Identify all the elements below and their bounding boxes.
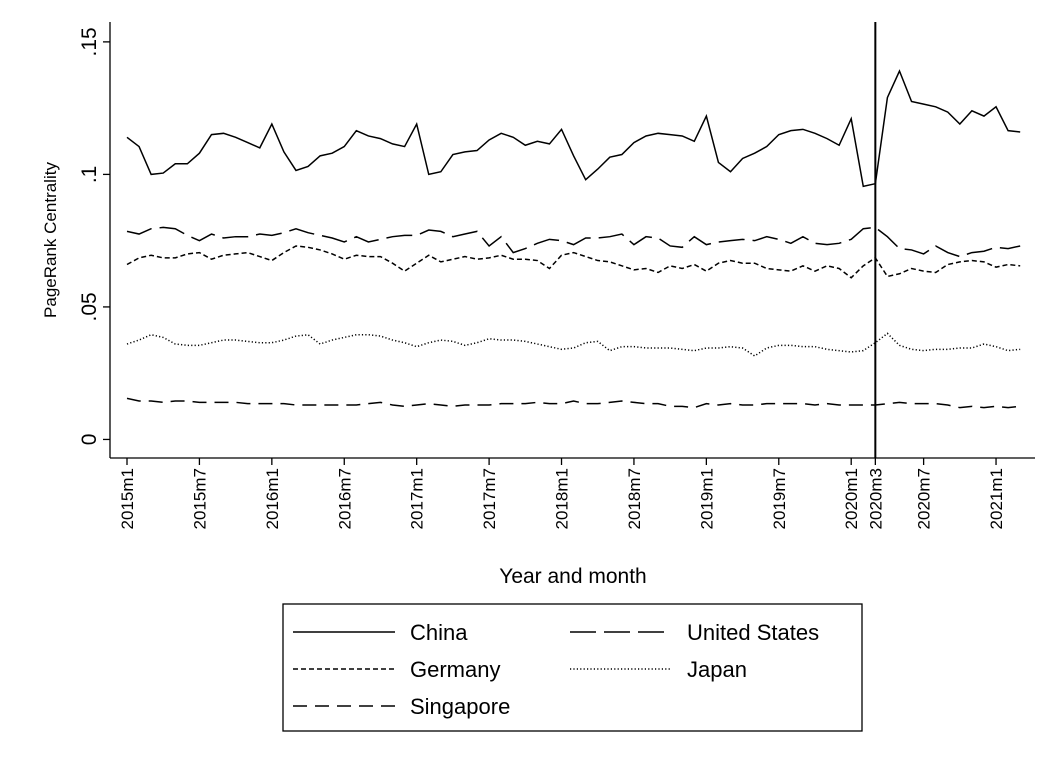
- x-tick-label: 2018m1: [553, 468, 572, 529]
- x-tick-label: 2020m7: [915, 468, 934, 529]
- legend-box: [282, 603, 863, 732]
- x-tick-label: 2015m7: [190, 468, 209, 529]
- x-tick-label: 2020m1: [842, 468, 861, 529]
- legend-label: China: [410, 620, 468, 645]
- x-tick-label: 2017m7: [480, 468, 499, 529]
- x-tick-label: 2018m7: [625, 468, 644, 529]
- series-line: [126, 226, 1021, 258]
- x-tick-label: 2021m1: [987, 468, 1006, 529]
- series-line: [126, 332, 1021, 357]
- legend-label: Germany: [410, 657, 500, 682]
- series-line: [126, 397, 1021, 409]
- x-tick-label: 2016m1: [263, 468, 282, 529]
- x-tick-label: 2020m3: [866, 468, 885, 529]
- y-tick-label: .05: [78, 292, 101, 321]
- legend-label: Japan: [687, 657, 747, 682]
- legend-label: United States: [687, 620, 819, 645]
- x-axis-title: Year and month: [499, 565, 647, 588]
- x-tick-label: 2015m1: [118, 468, 137, 529]
- legend-label: Singapore: [410, 694, 510, 719]
- series-line: [126, 69, 1021, 188]
- x-tick-label: 2019m7: [770, 468, 789, 529]
- y-axis-title: PageRank Centrality: [41, 162, 60, 318]
- x-tick-label: 2017m1: [408, 468, 427, 529]
- y-tick-label: 0: [78, 434, 101, 446]
- y-tick-label: .15: [78, 27, 101, 56]
- x-tick-label: 2019m1: [697, 468, 716, 529]
- x-tick-label: 2016m7: [335, 468, 354, 529]
- series-line: [126, 245, 1021, 279]
- y-tick-label: .1: [78, 166, 101, 184]
